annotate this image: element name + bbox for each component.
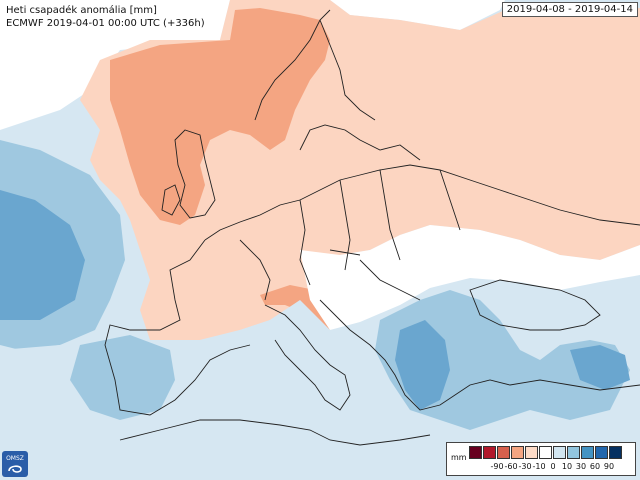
legend-swatch (595, 446, 608, 459)
legend-swatch (553, 446, 566, 459)
uk-coast (161, 129, 216, 219)
date-range-label: 2019-04-08 - 2019-04-14 (501, 2, 638, 17)
legend-tick-label: 10 (561, 462, 573, 471)
france-iberia-coast (104, 239, 251, 416)
dry-anomaly-mid (110, 8, 330, 225)
black-sea-coast (469, 279, 601, 331)
legend-tick-label: 0 (550, 462, 556, 471)
south-white-band (300, 225, 640, 330)
legend-tick-label: 30 (575, 462, 587, 471)
legend-tick-label: -90 (490, 462, 504, 471)
italy-coast (264, 304, 351, 411)
legend-tick-label: -10 (532, 462, 546, 471)
legend-swatch (525, 446, 538, 459)
atlantic-blue-core (0, 190, 85, 320)
logo-text: OMSZ (6, 455, 24, 462)
legend-tick-label: -30 (518, 462, 532, 471)
legend-swatch (511, 446, 524, 459)
legend-swatch (581, 446, 594, 459)
north-white-area (0, 0, 230, 130)
color-legend: mm -90 -60 -30 -10 0 10 30 60 90 (446, 442, 636, 476)
legend-swatch (567, 446, 580, 459)
legend-tick-label: 60 (589, 462, 601, 471)
greece-wet-core (395, 320, 450, 410)
continent-coast (204, 164, 640, 241)
legend-unit: mm (451, 453, 467, 462)
scandinavia-coast (254, 9, 421, 161)
legend-swatch (539, 446, 552, 459)
country-borders (104, 9, 640, 446)
legend-swatches (469, 446, 623, 459)
model-run-info: ECMWF 2019-04-01 00:00 UTC (+336h) (6, 18, 205, 29)
legend-swatch (497, 446, 510, 459)
balkans-coast (319, 299, 640, 411)
north-east-white-area (330, 0, 505, 30)
legend-swatch (469, 446, 482, 459)
legend-swatch (483, 446, 496, 459)
map-title-box: Heti csapadék anomália [mm] ECMWF 2019-0… (2, 2, 209, 32)
legend-tick-label: -60 (504, 462, 518, 471)
iberia-blue-area (70, 335, 175, 420)
turkey-wet-core (570, 345, 630, 390)
africa-coast (119, 419, 431, 446)
legend-ticks: -90 -60 -30 -10 0 10 30 60 90 (469, 462, 634, 474)
legend-swatch (609, 446, 622, 459)
map-title: Heti csapadék anomália [mm] (6, 5, 157, 16)
omsz-logo-icon: OMSZ (2, 451, 28, 477)
logo-swirl (8, 465, 22, 473)
legend-tick-label: 90 (603, 462, 615, 471)
inland-borders (239, 169, 461, 301)
